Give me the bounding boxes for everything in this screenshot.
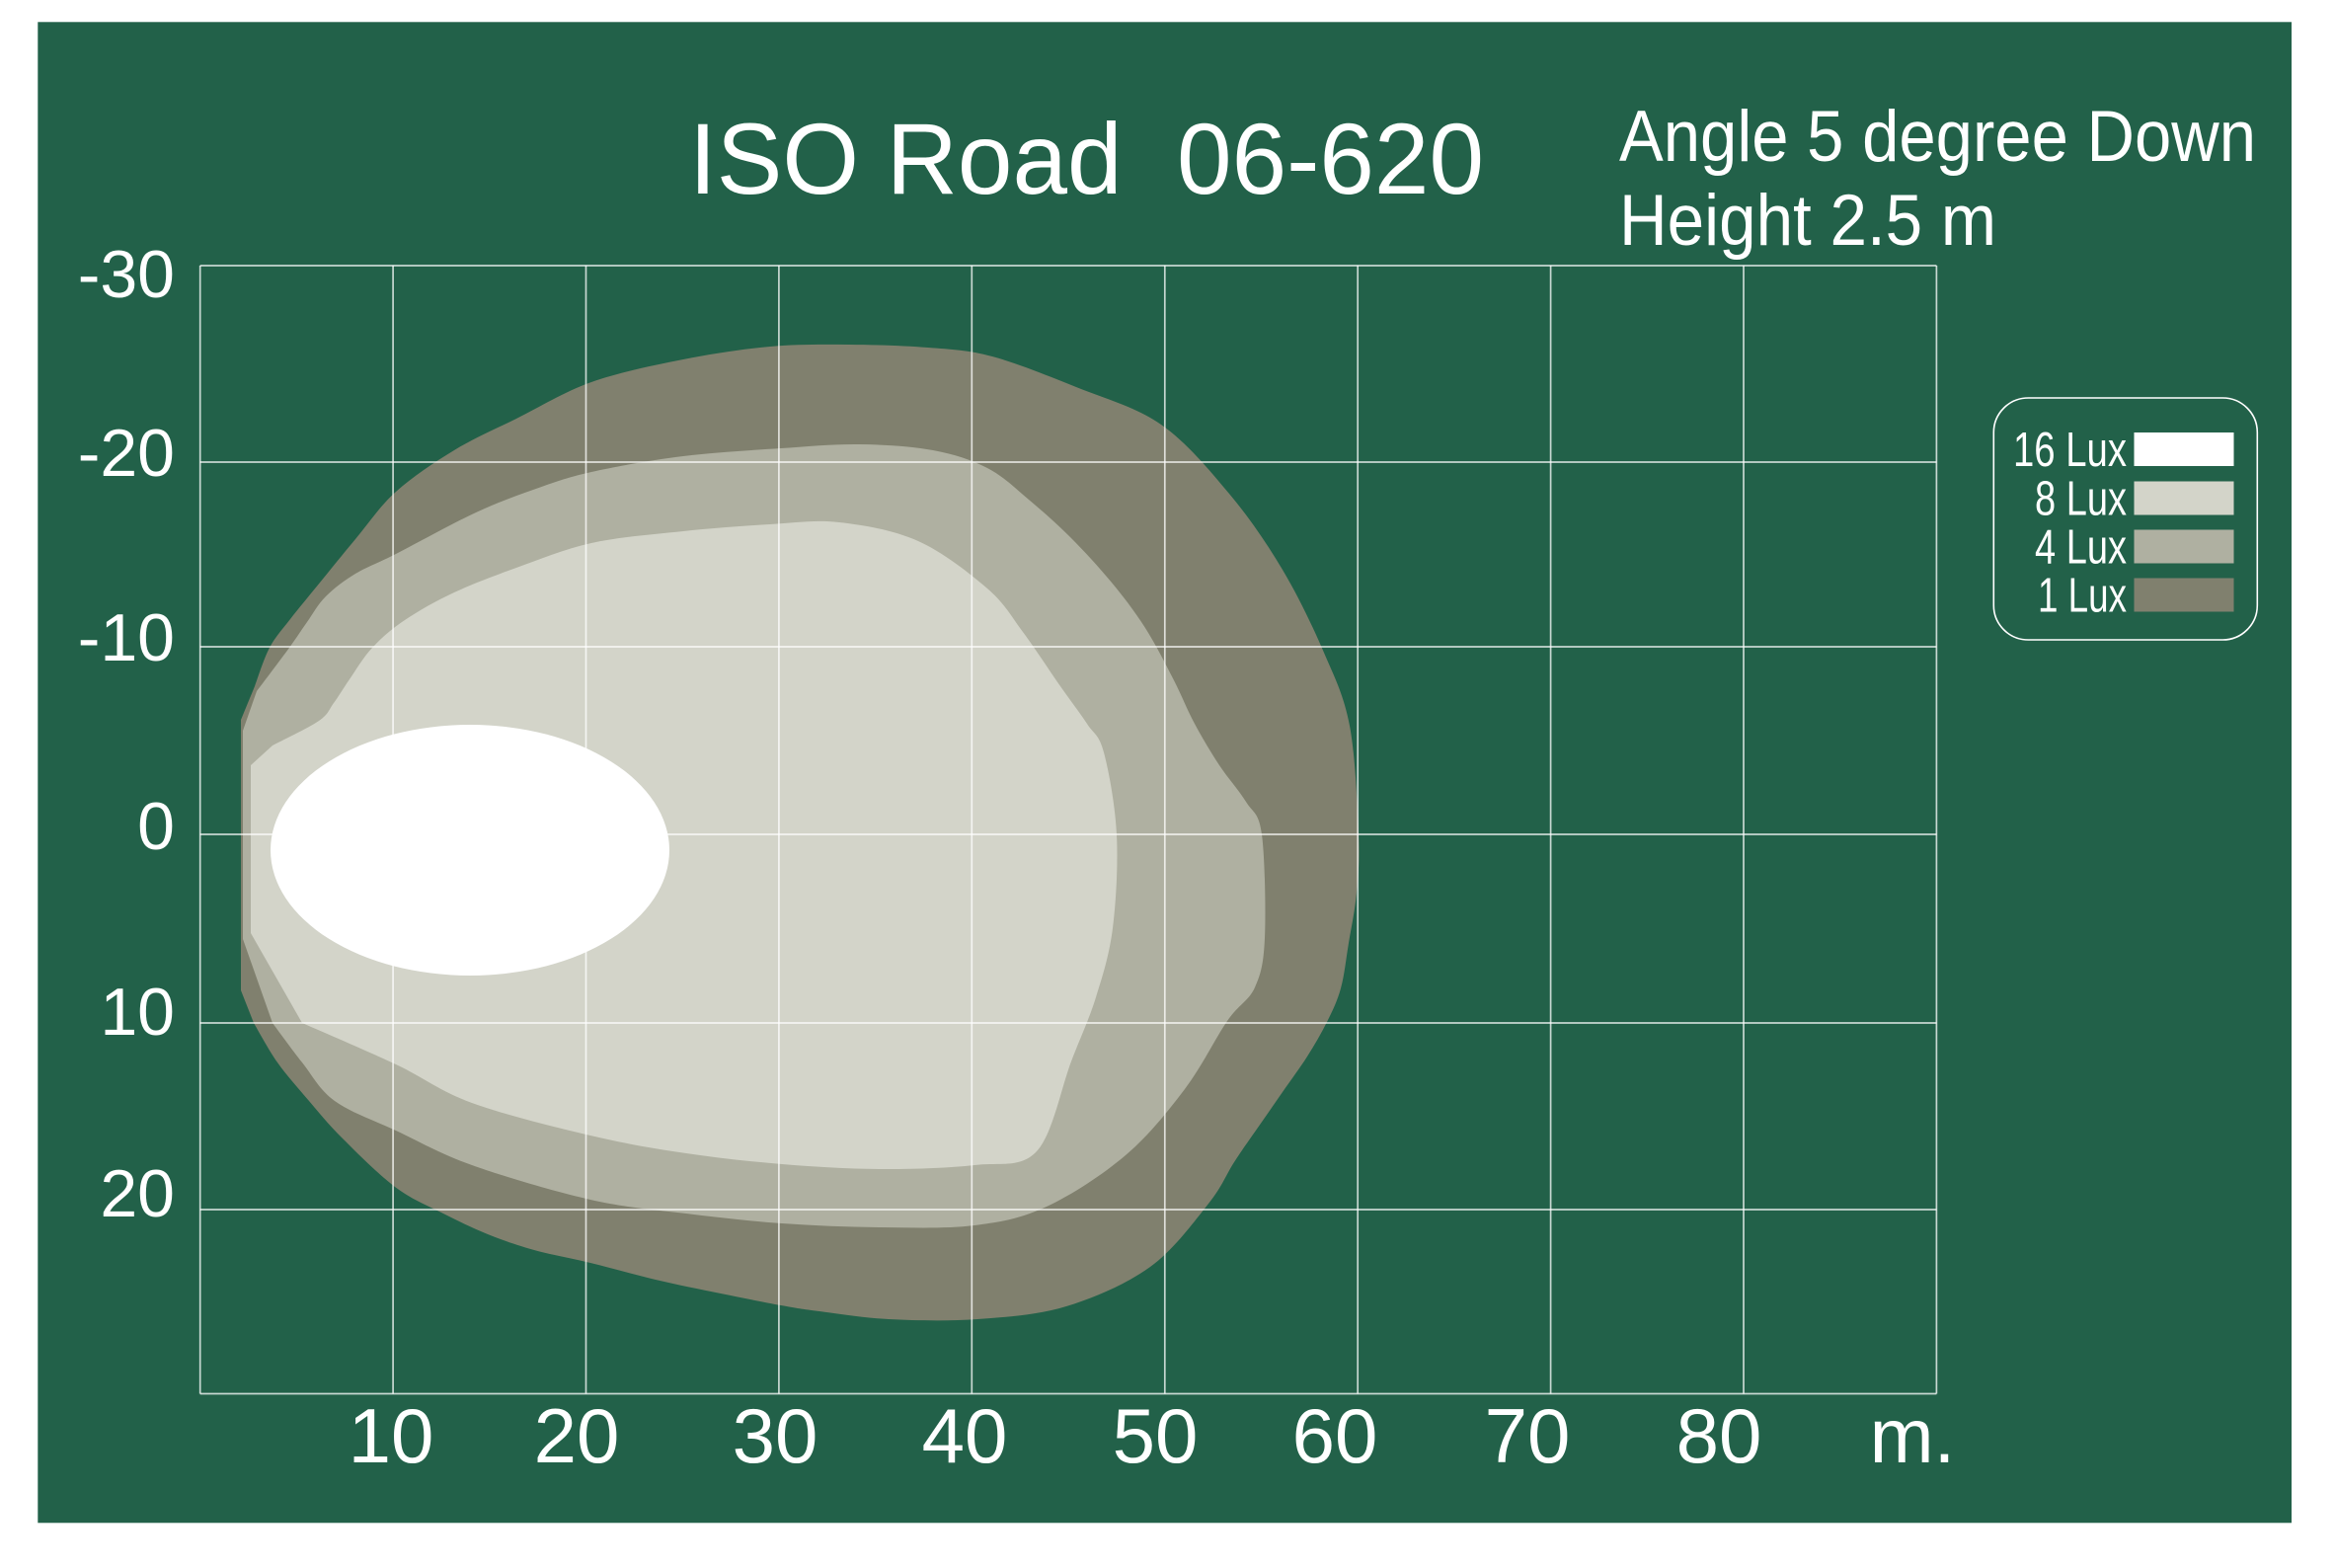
svg-text:20: 20	[534, 1392, 620, 1479]
svg-text:20: 20	[100, 1156, 175, 1231]
svg-text:50: 50	[1113, 1392, 1199, 1479]
svg-text:40: 40	[922, 1392, 1008, 1479]
svg-text:4 Lux: 4 Lux	[2035, 521, 2127, 575]
svg-text:Height 2.5 m: Height 2.5 m	[1619, 181, 1996, 261]
svg-text:10: 10	[349, 1392, 434, 1479]
svg-text:80: 80	[1676, 1392, 1762, 1479]
svg-text:0: 0	[137, 789, 175, 864]
svg-text:16 Lux: 16 Lux	[2013, 424, 2127, 477]
svg-text:10: 10	[100, 975, 175, 1050]
svg-text:60: 60	[1292, 1392, 1378, 1479]
svg-text:1 Lux: 1 Lux	[2038, 570, 2127, 623]
svg-text:-20: -20	[78, 416, 175, 491]
svg-text:-30: -30	[78, 237, 175, 312]
svg-text:-10: -10	[78, 600, 175, 675]
svg-text:ISO Road 06-620: ISO Road 06-620	[689, 103, 1484, 215]
svg-text:70: 70	[1485, 1392, 1571, 1479]
svg-text:Angle 5 degree Down: Angle 5 degree Down	[1619, 97, 2256, 177]
svg-text:m.: m.	[1870, 1392, 1956, 1479]
svg-text:30: 30	[733, 1392, 818, 1479]
svg-text:8 Lux: 8 Lux	[2035, 473, 2127, 526]
